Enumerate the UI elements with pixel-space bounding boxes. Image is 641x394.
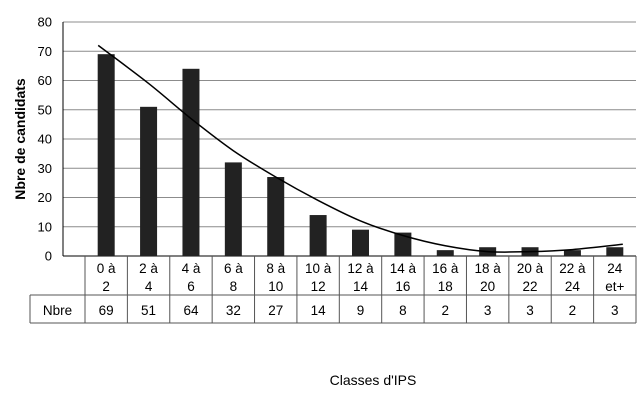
data-table-value: 32	[226, 303, 241, 318]
category-label: 22 à	[559, 261, 586, 276]
category-label: 22	[523, 279, 538, 294]
bar	[224, 162, 242, 256]
y-tick-label: 30	[38, 161, 52, 176]
category-label: 4	[145, 279, 153, 294]
category-label: 20 à	[517, 261, 544, 276]
series-name: Nbre	[43, 303, 72, 318]
bar	[97, 54, 115, 256]
category-label: 18 à	[475, 261, 502, 276]
bars	[97, 54, 624, 256]
data-table-value: 2	[442, 303, 450, 318]
category-label: 12 à	[347, 261, 374, 276]
category-label: 6	[187, 279, 195, 294]
data-table-value: 3	[526, 303, 534, 318]
data-table-value: 3	[611, 303, 619, 318]
category-label: 14 à	[390, 261, 417, 276]
y-tick-label: 20	[38, 190, 52, 205]
y-tick-label: 40	[38, 132, 52, 147]
bar	[606, 247, 624, 256]
category-label: 20	[480, 279, 495, 294]
y-axis-ticks: 0 10 20 30 40 50 60 70 80	[38, 15, 52, 264]
bar	[182, 68, 200, 256]
category-label: 2 à	[139, 261, 158, 276]
data-table-value: 3	[484, 303, 492, 318]
category-label: 10 à	[305, 261, 332, 276]
category-label: 10	[268, 279, 283, 294]
category-label: 12	[311, 279, 326, 294]
data-table-value: 27	[268, 303, 283, 318]
y-tick-label: 0	[45, 249, 52, 264]
y-tick-label: 70	[38, 44, 52, 59]
bar	[267, 177, 285, 256]
category-label: 18	[438, 279, 453, 294]
y-tick-label: 10	[38, 219, 52, 234]
bar	[394, 232, 412, 256]
category-label: 24	[607, 261, 623, 276]
category-label: 8	[230, 279, 238, 294]
category-label: 16 à	[432, 261, 459, 276]
bar	[140, 106, 158, 256]
y-tick-label: 50	[38, 102, 52, 117]
x-axis-label: Classes d'IPS	[330, 372, 417, 388]
data-table-value: 9	[357, 303, 365, 318]
bar	[436, 250, 454, 256]
category-label: 0 à	[97, 261, 116, 276]
data-table-value: 51	[141, 303, 156, 318]
data-table-value: 2	[569, 303, 577, 318]
category-label: 24	[565, 279, 581, 294]
gridlines	[62, 21, 636, 257]
category-label: 16	[395, 279, 410, 294]
y-tick-label: 60	[38, 73, 52, 88]
category-label: 4 à	[182, 261, 201, 276]
category-label: 8 à	[266, 261, 285, 276]
bar	[563, 250, 581, 256]
y-axis-label: Nbre de candidats	[12, 78, 28, 200]
bar	[309, 215, 327, 256]
trendline	[97, 44, 623, 253]
data-table-value: 69	[99, 303, 114, 318]
category-label: 2	[102, 279, 110, 294]
category-label: et+	[605, 279, 624, 294]
data-table-value: 8	[399, 303, 407, 318]
y-tick-label: 80	[38, 15, 52, 30]
category-label: 6 à	[224, 261, 243, 276]
category-label: 14	[353, 279, 369, 294]
bar	[352, 229, 369, 256]
data-table-value: 14	[311, 303, 327, 318]
data-table-value: 64	[183, 303, 199, 318]
